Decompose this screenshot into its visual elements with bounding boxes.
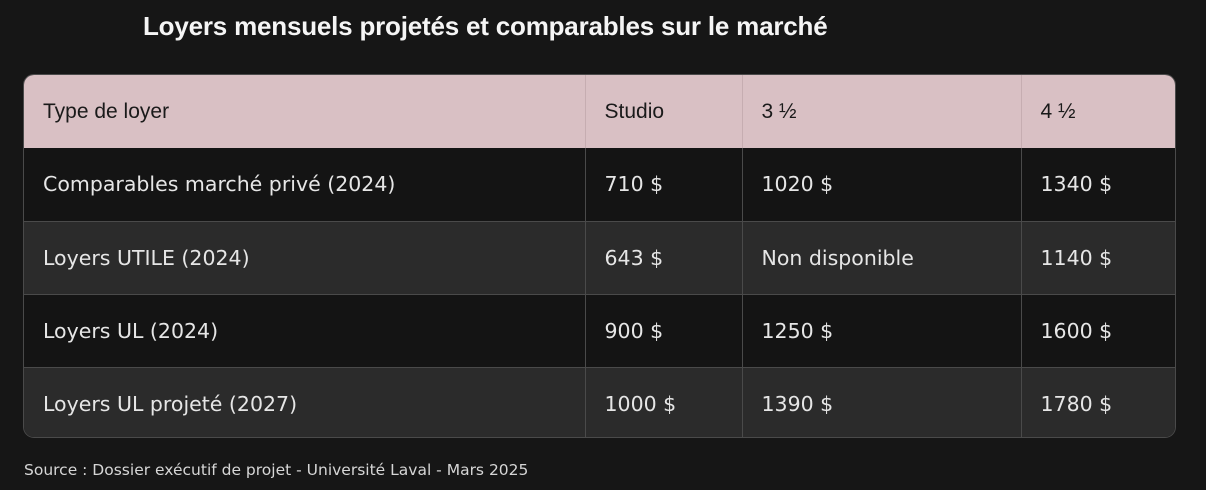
cell-studio: 1000 $: [584, 366, 742, 437]
header-3-half: 3 ½: [741, 75, 1021, 148]
cell-rent-type: Comparables marché privé (2024): [43, 172, 396, 197]
table-row: Loyers UTILE (2024) 643 $ Non disponible…: [24, 220, 1175, 294]
table-row: Loyers UL (2024) 900 $ 1250 $ 1600 $: [24, 293, 1175, 367]
cell-4-half: 1140 $: [1020, 220, 1175, 294]
cell-studio: 643 $: [584, 220, 742, 294]
cell-studio: 900 $: [584, 293, 742, 367]
cell-rent-type: Loyers UL projeté (2027): [24, 366, 585, 437]
table-header: Type de loyer Studio 3 ½ 4 ½: [24, 75, 1175, 148]
cell-4-half: 1340 $: [1020, 148, 1175, 221]
rent-table-container: Type de loyer Studio 3 ½ 4 ½ Comparables…: [23, 74, 1176, 438]
cell-rent-type: Loyers UL (2024): [24, 293, 585, 367]
cell-3-half: Non disponible: [741, 220, 1021, 294]
header-rent-type: Type de loyer: [43, 99, 170, 123]
cell-4-half: 1600 $: [1020, 293, 1175, 367]
header-studio: Studio: [584, 75, 742, 148]
source-note: Source : Dossier exécutif de projet - Un…: [24, 461, 529, 479]
table-row: Comparables marché privé (2024) 710 $ 10…: [24, 148, 1175, 221]
rent-comparison-table: Type de loyer Studio 3 ½ 4 ½ Comparables…: [24, 75, 1175, 437]
cell-3-half: 1390 $: [741, 366, 1021, 437]
table-row: Loyers UL projeté (2027) 1000 $ 1390 $ 1…: [24, 366, 1175, 437]
cell-studio: 710 $: [584, 148, 742, 221]
page-title: Loyers mensuels projetés et comparables …: [143, 11, 828, 41]
table-header-row: Type de loyer Studio 3 ½ 4 ½: [24, 75, 1175, 148]
cell-3-half: 1250 $: [741, 293, 1021, 367]
header-4-half: 4 ½: [1020, 75, 1175, 148]
cell-4-half: 1780 $: [1020, 366, 1175, 437]
cell-3-half: 1020 $: [741, 148, 1021, 221]
cell-rent-type: Loyers UTILE (2024): [24, 220, 585, 294]
table-body: Comparables marché privé (2024) 710 $ 10…: [24, 148, 1175, 437]
